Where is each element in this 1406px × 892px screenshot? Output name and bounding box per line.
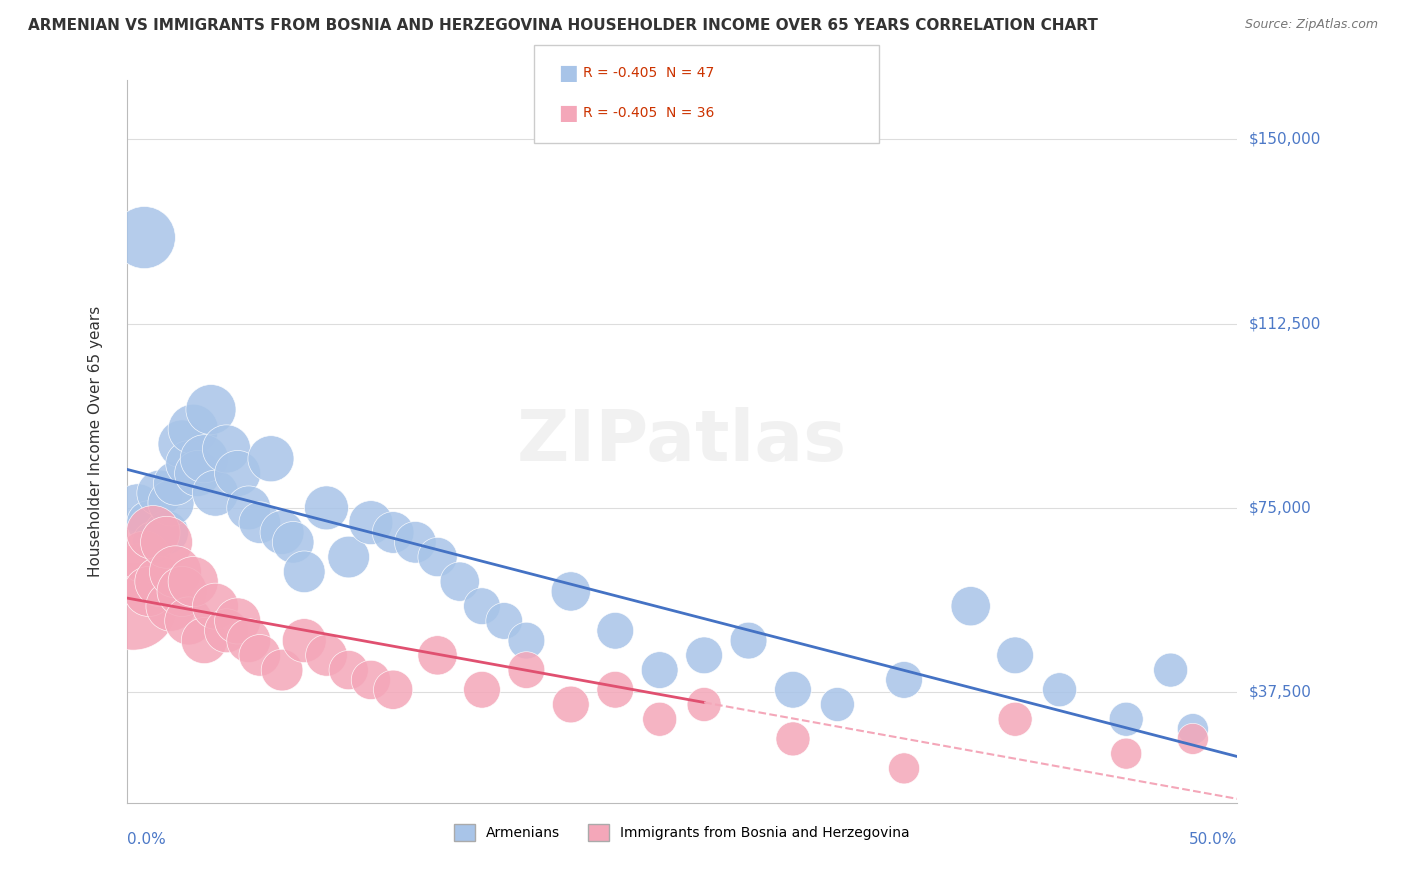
Point (200, 402, 222, 417)
Point (360, 516, 382, 530)
Point (382, 682, 405, 697)
Text: 50.0%: 50.0% (1189, 831, 1237, 847)
Point (1160, 663, 1182, 677)
Point (693, 698, 716, 712)
Point (515, 663, 537, 677)
Point (382, 525, 405, 540)
Text: $112,500: $112,500 (1249, 316, 1320, 331)
Point (138, 516, 160, 530)
Point (1181, 722, 1204, 736)
Point (1004, 648, 1026, 663)
Point (292, 565, 315, 579)
Point (1115, 712, 1137, 726)
Point (648, 712, 671, 726)
Legend: Armenians, Immigrants from Bosnia and Herzegovina: Armenians, Immigrants from Bosnia and He… (449, 818, 915, 847)
Point (215, 624, 238, 638)
Point (360, 673, 382, 687)
Text: R = -0.405  N = 47: R = -0.405 N = 47 (583, 66, 714, 80)
Text: R = -0.405  N = 36: R = -0.405 N = 36 (583, 106, 714, 120)
Point (155, 535, 177, 549)
Point (181, 574, 204, 589)
Point (193, 633, 215, 648)
Point (426, 648, 449, 663)
Point (127, 565, 149, 579)
Point (160, 599, 183, 614)
Point (426, 549, 449, 564)
Point (471, 599, 494, 614)
Point (160, 496, 183, 510)
Point (215, 442, 238, 456)
Point (177, 614, 200, 628)
Point (315, 648, 337, 663)
Point (737, 633, 759, 648)
Point (138, 584, 160, 599)
Point (149, 574, 172, 589)
Point (782, 731, 804, 746)
Point (1004, 712, 1026, 726)
Point (449, 574, 471, 589)
Point (1049, 682, 1071, 697)
Point (693, 648, 716, 663)
Point (226, 614, 249, 628)
Point (226, 467, 249, 481)
Point (142, 525, 165, 540)
Point (648, 663, 671, 677)
Point (142, 535, 165, 549)
Text: 0.0%: 0.0% (127, 831, 166, 847)
Point (122, 599, 145, 614)
Point (193, 451, 215, 466)
Point (165, 565, 187, 579)
Point (127, 500, 149, 515)
Point (134, 549, 156, 564)
Point (404, 535, 426, 549)
Point (605, 682, 627, 697)
Point (605, 624, 627, 638)
Point (134, 230, 156, 244)
Point (292, 633, 315, 648)
Text: ■: ■ (558, 63, 578, 83)
Point (827, 698, 849, 712)
Point (172, 584, 194, 599)
Text: $75,000: $75,000 (1249, 500, 1312, 516)
Point (893, 761, 915, 775)
Text: ZIPatlas: ZIPatlas (517, 407, 846, 476)
Point (959, 599, 981, 614)
Point (238, 500, 260, 515)
Text: ■: ■ (558, 103, 578, 123)
Point (560, 584, 582, 599)
Point (204, 599, 226, 614)
Point (1115, 747, 1137, 761)
Point (249, 516, 271, 530)
Text: $37,500: $37,500 (1249, 685, 1312, 699)
Point (515, 633, 537, 648)
Point (155, 525, 177, 540)
Y-axis label: Householder Income Over 65 years: Householder Income Over 65 years (89, 306, 103, 577)
Point (204, 486, 226, 500)
Point (181, 422, 204, 436)
Point (177, 457, 200, 471)
Point (337, 549, 360, 564)
Point (249, 648, 271, 663)
Point (149, 486, 172, 500)
Point (315, 500, 337, 515)
Point (337, 663, 360, 677)
Point (260, 451, 283, 466)
Point (782, 682, 804, 697)
Point (172, 437, 194, 451)
Point (494, 614, 516, 628)
Text: $150,000: $150,000 (1249, 132, 1320, 147)
Point (238, 633, 260, 648)
Point (271, 525, 294, 540)
Point (165, 476, 187, 491)
Point (471, 682, 494, 697)
Point (271, 663, 294, 677)
Point (281, 535, 304, 549)
Point (187, 467, 209, 481)
Text: ARMENIAN VS IMMIGRANTS FROM BOSNIA AND HERZEGOVINA HOUSEHOLDER INCOME OVER 65 YE: ARMENIAN VS IMMIGRANTS FROM BOSNIA AND H… (28, 18, 1098, 33)
Point (893, 673, 915, 687)
Text: Source: ZipAtlas.com: Source: ZipAtlas.com (1244, 18, 1378, 31)
Point (560, 698, 582, 712)
Point (1181, 731, 1204, 746)
